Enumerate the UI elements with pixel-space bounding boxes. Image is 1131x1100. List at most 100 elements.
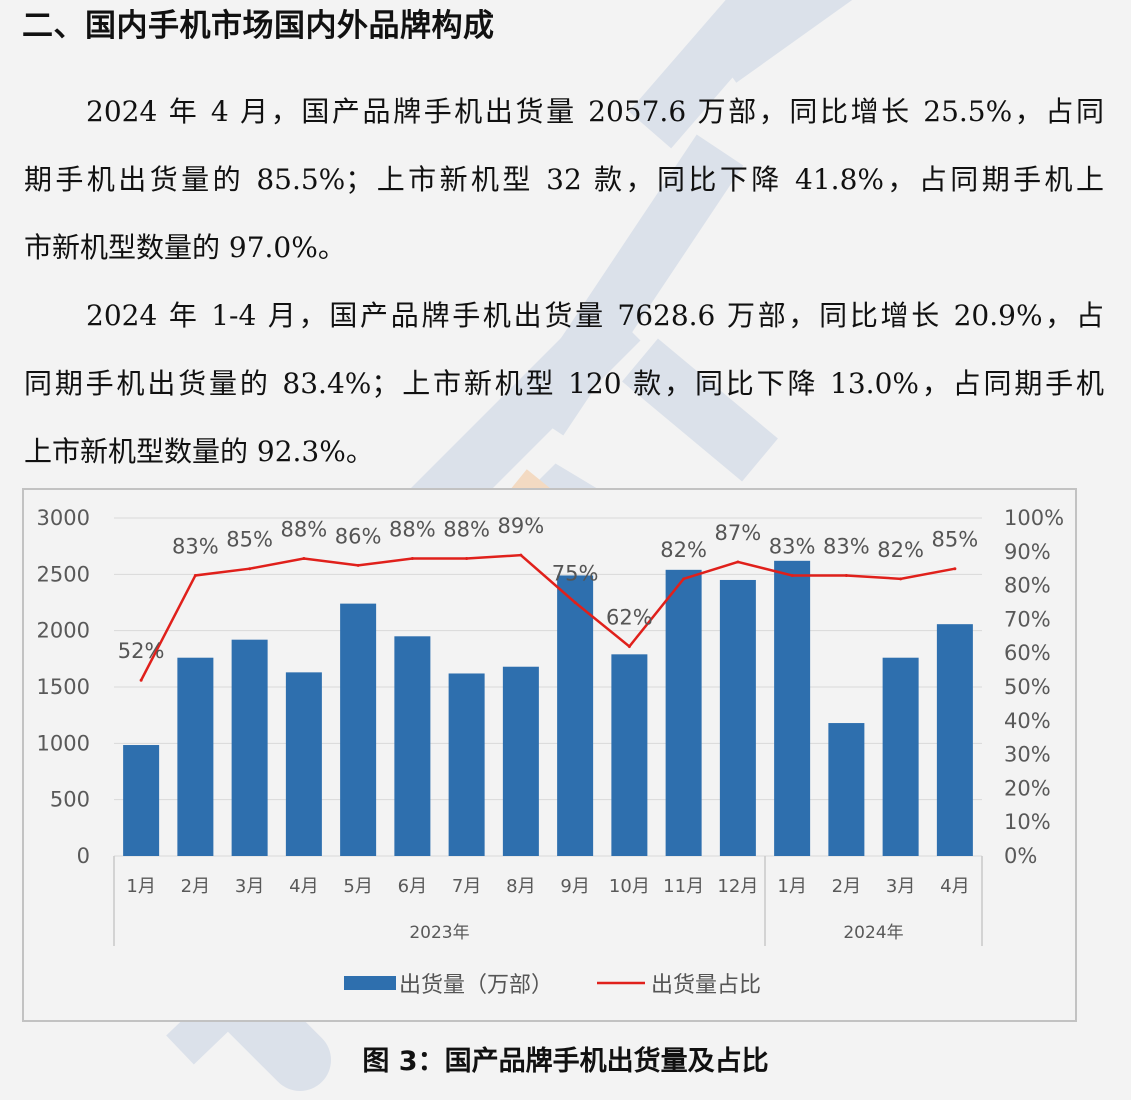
bar-shipment-2	[177, 657, 214, 856]
y-right-tick-label: 20%	[1004, 776, 1051, 800]
x-tick-label: 11月	[663, 876, 704, 897]
x-tick-label: 8月	[506, 876, 535, 897]
x-tick-label: 2月	[181, 876, 210, 897]
line-share-point	[302, 557, 306, 561]
chart-legend: 出货量（万部） 出货量占比	[344, 973, 761, 998]
y-right-tick-label: 10%	[1004, 810, 1051, 834]
legend-label-bar: 出货量（万部）	[399, 973, 553, 998]
y-right-tick-label: 90%	[1004, 540, 1051, 564]
legend-label-line: 出货量占比	[651, 973, 761, 998]
shipment-chart: 52% 83% 85% 88% 86% 88% 88% 89% 75% 62% 82% 87% 83% 8…	[22, 488, 1077, 1022]
line-share-point	[844, 573, 848, 577]
x-tick-label: 4月	[289, 876, 318, 897]
paragraph-line: 市新机型数量的 97.0%。	[24, 231, 346, 264]
line-share-data-label: 87%	[715, 521, 762, 545]
x-tick-label: 12月	[717, 876, 758, 897]
y-left-tick-label: 3000	[37, 506, 90, 530]
line-share-data-label: 88%	[443, 518, 490, 542]
line-share-point	[193, 573, 197, 577]
bar-shipment-14	[828, 723, 865, 856]
paragraph-jan-apr: 2024 年 1-4 月，国产品牌手机出货量 7628.6 万部，同比增长 20…	[24, 282, 1104, 486]
y-right-tick-label: 40%	[1004, 709, 1051, 733]
bar-shipment-16	[936, 624, 973, 856]
x-tick-label: 5月	[343, 876, 372, 897]
line-share-point	[790, 573, 794, 577]
line-share-point	[899, 577, 903, 581]
bar-shipment-15	[882, 657, 919, 856]
paragraph-april: 2024 年 4 月，国产品牌手机出货量 2057.6 万部，同比增长 25.5…	[24, 78, 1104, 282]
chart-axes: 0 500 1000 1500 2000 2500 3000 0% 10% 20% 30% 40% 50…	[37, 506, 1064, 946]
line-share-point	[139, 678, 143, 682]
bar-shipment-9	[557, 575, 594, 856]
bar-shipment-5	[340, 603, 377, 856]
line-share-data-label: 83%	[769, 534, 816, 558]
line-share-point	[682, 577, 686, 581]
line-share-data-label: 86%	[335, 524, 382, 548]
line-share-data-label: 62%	[606, 605, 653, 629]
y-right-tick-label: 50%	[1004, 675, 1051, 699]
y-left-tick-label: 500	[50, 788, 90, 812]
line-share-point	[465, 557, 469, 561]
line-share-data-label: 83%	[823, 534, 870, 558]
bar-shipment-12	[719, 579, 756, 856]
bar-shipment-4	[285, 672, 322, 856]
x-tick-label: 9月	[560, 876, 589, 897]
line-share-point	[573, 601, 577, 604]
y-right-tick-label: 30%	[1004, 743, 1051, 767]
y-left-tick-label: 1000	[37, 731, 90, 755]
x-tick-label: 1月	[126, 876, 155, 897]
line-share-data-label: 52%	[118, 639, 165, 663]
line-share-path	[140, 553, 956, 681]
line-share-point	[953, 567, 957, 571]
line-share-data-label: 85%	[932, 528, 979, 552]
line-share-data-label: 85%	[226, 528, 273, 552]
bar-shipment-1	[123, 745, 160, 856]
paragraph-line: 期手机出货量的 85.5%；上市新机型 32 款，同比下降 41.8%，占同期手…	[24, 163, 1104, 196]
y-right-tick-label: 80%	[1004, 574, 1051, 598]
line-share-data-label: 89%	[498, 514, 545, 538]
line-share-data-label: 88%	[281, 518, 328, 542]
y-right-tick-label: 0%	[1004, 844, 1037, 868]
bar-shipment-6	[394, 636, 431, 856]
y-right-tick-label: 70%	[1004, 607, 1051, 631]
y-left-tick-label: 2000	[37, 619, 90, 643]
y-right-tick-label: 100%	[1004, 506, 1064, 530]
y-left-tick-label: 2500	[37, 562, 90, 586]
x-tick-label: 6月	[398, 876, 427, 897]
line-share-point	[410, 557, 414, 561]
y-right-tick-label: 60%	[1004, 641, 1051, 665]
y-left-tick-label: 0	[77, 844, 90, 868]
section-heading: 二、国内手机市场国内外品牌构成	[22, 8, 495, 44]
x-tick-label: 3月	[886, 876, 915, 897]
paragraph-line: 上市新机型数量的 92.3%。	[24, 435, 374, 468]
paragraph-line: 2024 年 1-4 月，国产品牌手机出货量 7628.6 万部，同比增长 20…	[86, 299, 1104, 332]
bar-shipment-11	[665, 569, 702, 856]
bar-shipment-13	[774, 560, 811, 856]
bar-shipment-10	[611, 654, 648, 856]
x-group-label: 2023年	[409, 923, 469, 943]
x-tick-label: 3月	[235, 876, 264, 897]
paragraph-line: 同期手机出货量的 83.4%；上市新机型 120 款，同比下降 13.0%，占同…	[24, 367, 1104, 400]
line-share-point	[356, 563, 360, 567]
figure-caption: 图 3：国产品牌手机出货量及占比	[362, 1046, 769, 1077]
chart-bars	[123, 560, 973, 856]
x-tick-label: 10月	[609, 876, 650, 897]
line-share-point	[248, 567, 252, 571]
x-tick-label: 2月	[832, 876, 861, 897]
paragraph-line: 2024 年 4 月，国产品牌手机出货量 2057.6 万部，同比增长 25.5…	[86, 95, 1104, 128]
x-tick-label: 4月	[940, 876, 969, 897]
x-group-label: 2024年	[843, 923, 903, 943]
chart-line-series: 52% 83% 85% 88% 86% 88% 88% 89% 75% 62% 82% 87% 83% 8…	[118, 514, 978, 682]
line-share-point	[519, 553, 523, 557]
x-tick-label: 7月	[452, 876, 481, 897]
line-share-data-label: 82%	[660, 538, 707, 562]
chart-canvas: 52% 83% 85% 88% 86% 88% 88% 89% 75% 62% 82% 87% 83% 8…	[37, 506, 1065, 998]
bar-shipment-7	[448, 673, 485, 856]
line-share-data-label: 82%	[877, 538, 924, 562]
legend-swatch-bar	[344, 976, 396, 990]
line-share-data-label: 88%	[389, 518, 436, 542]
x-tick-label: 1月	[777, 876, 806, 897]
line-share-point	[627, 644, 631, 648]
line-share-data-label: 75%	[552, 562, 599, 586]
bar-shipment-3	[231, 639, 268, 856]
